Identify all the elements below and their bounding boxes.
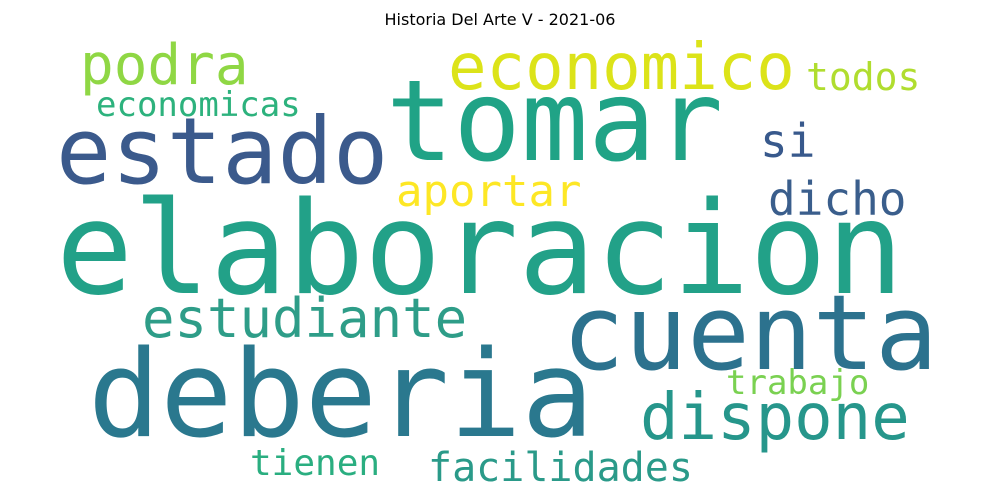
chart-title: Historia Del Arte V - 2021-06	[384, 10, 616, 29]
word-aportar: aportar	[396, 166, 582, 217]
word-podra: podra	[80, 36, 249, 98]
word-dispone: dispone	[640, 381, 910, 455]
word-estudiante: estudiante	[142, 287, 468, 350]
word-deberia: deberia	[88, 326, 594, 465]
word-todos: todos	[806, 55, 921, 99]
word-si: si	[760, 114, 816, 168]
word-elaboracion: elaboracion	[56, 175, 904, 324]
word-dicho: dicho	[768, 172, 907, 226]
word-cloud: elaboracion tomar deberia cuenta estado …	[50, 36, 950, 492]
word-economico: economico	[448, 36, 795, 105]
word-estado: estado	[56, 98, 389, 205]
word-economicas: economicas	[96, 85, 301, 125]
word-facilidades: facilidades	[428, 445, 693, 491]
word-tienen: tienen	[250, 443, 381, 484]
word-tomar: tomar	[386, 57, 724, 187]
word-trabajo: trabajo	[726, 363, 870, 403]
word-cuenta: cuenta	[562, 272, 938, 394]
